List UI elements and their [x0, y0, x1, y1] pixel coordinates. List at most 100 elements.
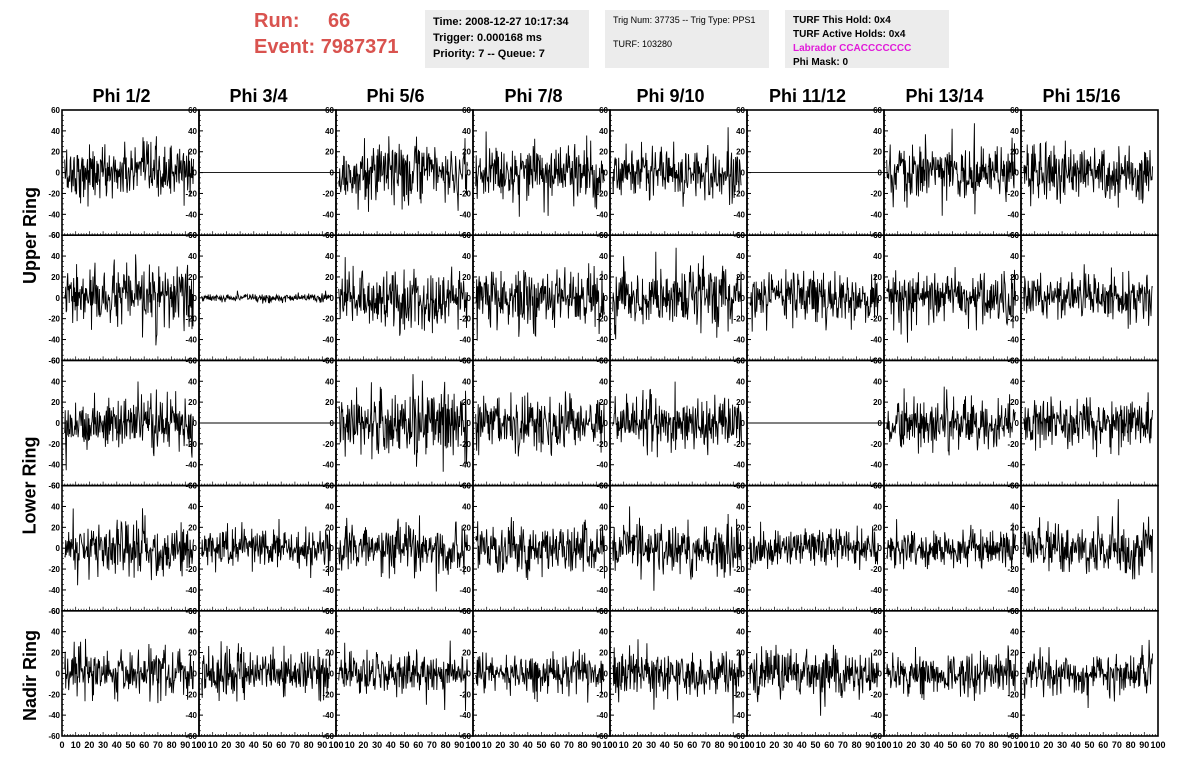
- y-tick-label: 60: [462, 231, 471, 240]
- y-tick-label: 20: [873, 273, 882, 282]
- x-tick-label: 40: [249, 740, 259, 750]
- labrador-text: Labrador CCACCCCCCC: [793, 43, 912, 54]
- y-tick-label: -20: [733, 189, 745, 198]
- x-tick-label: 80: [167, 740, 177, 750]
- y-tick-label: -20: [48, 565, 60, 574]
- x-tick-label: 70: [290, 740, 300, 750]
- y-tick-label: 0: [330, 169, 335, 178]
- x-tick-label: 80: [715, 740, 725, 750]
- y-tick-label: -20: [596, 189, 608, 198]
- y-tick-label: 20: [51, 273, 60, 282]
- y-tick-label: -20: [596, 440, 608, 449]
- y-tick-label: 60: [462, 607, 471, 616]
- y-tick-label: -40: [870, 336, 882, 345]
- y-tick-label: 60: [188, 356, 197, 365]
- x-tick-label: 40: [112, 740, 122, 750]
- y-tick-label: 20: [51, 649, 60, 658]
- y-tick-label: 20: [325, 148, 334, 157]
- y-tick-label: 60: [51, 356, 60, 365]
- y-tick-label: 60: [873, 106, 882, 115]
- y-tick-label: 60: [462, 356, 471, 365]
- y-tick-label: 20: [599, 523, 608, 532]
- x-tick-label: 40: [1071, 740, 1081, 750]
- y-tick-label: 0: [878, 669, 883, 678]
- y-tick-label: 60: [736, 106, 745, 115]
- y-tick-label: -40: [870, 711, 882, 720]
- y-tick-label: 20: [188, 649, 197, 658]
- x-tick-label: 10: [71, 740, 81, 750]
- y-tick-label: 40: [188, 628, 197, 637]
- y-tick-label: -20: [322, 440, 334, 449]
- waveform-trace-r3-c5: [749, 521, 879, 571]
- y-tick-label: -40: [322, 210, 334, 219]
- y-tick-label: -20: [185, 565, 197, 574]
- y-tick-label: 60: [325, 482, 334, 491]
- y-tick-label: 40: [325, 628, 334, 637]
- x-tick-label: 80: [441, 740, 451, 750]
- waveform-trace-r3-c3: [475, 517, 605, 581]
- waveform-trace-r4-c4: [612, 639, 742, 724]
- time-panel: Time: 2008-12-27 10:17:34 Trigger: 0.000…: [425, 10, 589, 68]
- y-tick-label: -60: [870, 732, 882, 741]
- y-tick-label: 40: [599, 377, 608, 386]
- y-tick-label: 60: [51, 607, 60, 616]
- y-tick-label: -40: [48, 711, 60, 720]
- y-tick-label: -40: [185, 586, 197, 595]
- y-tick-label: 40: [462, 252, 471, 261]
- x-tick-label: 20: [221, 740, 231, 750]
- time-text: Time: 2008-12-27 10:17:34: [433, 16, 569, 28]
- x-tick-label: 0: [607, 740, 612, 750]
- x-tick-label: 60: [824, 740, 834, 750]
- y-tick-label: 0: [56, 294, 61, 303]
- y-tick-label: -20: [48, 189, 60, 198]
- waveform-trace-r1-c3: [475, 263, 605, 341]
- y-tick-label: -40: [1007, 336, 1019, 345]
- x-tick-label: 40: [660, 740, 670, 750]
- y-tick-label: -40: [596, 461, 608, 470]
- y-tick-label: 40: [51, 127, 60, 136]
- y-tick-label: -40: [459, 336, 471, 345]
- x-tick-label: 40: [934, 740, 944, 750]
- y-tick-label: 40: [599, 628, 608, 637]
- y-tick-label: -20: [459, 690, 471, 699]
- y-tick-label: 40: [1010, 252, 1019, 261]
- y-tick-label: -20: [733, 565, 745, 574]
- y-tick-label: -60: [185, 732, 197, 741]
- y-tick-label: 40: [736, 377, 745, 386]
- y-tick-label: -40: [185, 210, 197, 219]
- y-tick-label: 60: [599, 356, 608, 365]
- y-tick-label: -20: [459, 189, 471, 198]
- y-tick-label: -20: [596, 315, 608, 324]
- y-tick-label: 60: [1010, 482, 1019, 491]
- y-tick-label: -20: [1007, 565, 1019, 574]
- y-tick-label: -60: [1007, 732, 1019, 741]
- y-tick-label: 0: [878, 544, 883, 553]
- x-tick-label: 50: [125, 740, 135, 750]
- phi-mask-text: Phi Mask: 0: [793, 57, 849, 68]
- y-tick-label: -40: [322, 711, 334, 720]
- waveform-trace-r0-c7: [1023, 140, 1153, 208]
- x-tick-label: 30: [920, 740, 930, 750]
- y-tick-label: 60: [1010, 106, 1019, 115]
- x-tick-label: 40: [797, 740, 807, 750]
- y-tick-label: -20: [48, 690, 60, 699]
- y-tick-label: 40: [873, 502, 882, 511]
- y-tick-label: -20: [322, 565, 334, 574]
- x-tick-label: 30: [98, 740, 108, 750]
- x-tick-label: 0: [744, 740, 749, 750]
- y-tick-label: -20: [1007, 315, 1019, 324]
- y-tick-label: 40: [462, 628, 471, 637]
- column-header-phi-3-4: Phi 3/4: [229, 86, 288, 106]
- y-tick-label: 20: [599, 649, 608, 658]
- y-tick-label: 20: [599, 148, 608, 157]
- y-tick-label: 0: [56, 169, 61, 178]
- run-label: Run:: [254, 10, 300, 32]
- y-tick-label: -20: [459, 565, 471, 574]
- x-tick-label: 100: [876, 740, 891, 750]
- x-tick-label: 100: [465, 740, 480, 750]
- x-tick-label: 70: [564, 740, 574, 750]
- y-tick-label: 0: [741, 419, 746, 428]
- x-tick-label: 40: [523, 740, 533, 750]
- y-tick-label: 60: [51, 231, 60, 240]
